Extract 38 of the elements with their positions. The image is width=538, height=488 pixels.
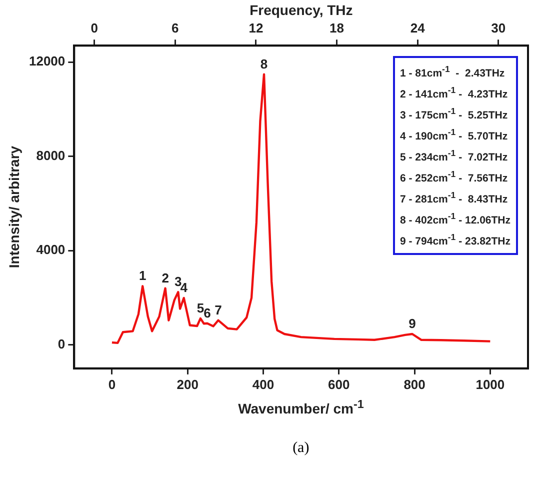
x2-tick-label: 6 [172, 20, 179, 36]
y-tick-label: 8000 [36, 148, 66, 163]
annotation: 9 [408, 316, 416, 332]
x-tick-label: 200 [176, 376, 198, 392]
x2-axis-title: Frequency, THz [250, 2, 353, 18]
annotation: 4 [180, 280, 188, 296]
annotation: 1 - 81cm$^{-1}$ - 2.43THz [400, 64, 505, 80]
annotation: 6 - 252cm$^{-1}$ - 7.56THz [400, 168, 508, 184]
annotation: 3 [174, 274, 182, 290]
y-tick-label: 4000 [36, 242, 66, 258]
x2-tick-label: 12 [248, 20, 264, 36]
annotation: 5 [196, 300, 204, 316]
x-tick-label: 1000 [476, 376, 505, 392]
y-axis-title: Intensity/ arbitrary [6, 146, 22, 268]
annotation: 3 - 175cm$^{-1}$ - 5.25THz [400, 106, 508, 122]
annotation: 4 - 190cm$^{-1}$ - 5.70THz [400, 126, 508, 142]
x2-tick-label: 18 [330, 20, 344, 36]
x2-tick-label: 0 [90, 20, 98, 36]
annotation: 8 - 402cm$^{-1}$ - 12.06THz [400, 210, 511, 226]
y-tick-label: 0 [58, 336, 66, 352]
annotation: 9 - 794cm$^{-1}$ - 23.82THz [400, 232, 511, 248]
annotation: 7 [214, 302, 222, 318]
text: (a) [292, 440, 310, 458]
x-tick-label: 600 [328, 376, 350, 392]
annotation: 5 - 234cm$^{-1}$ - 7.02THz [400, 148, 508, 164]
annotation: 1 [138, 268, 146, 284]
annotation: 8 [260, 56, 268, 72]
x-tick-label: 800 [404, 376, 426, 392]
annotation: 6 [204, 305, 211, 320]
annotation: 2 [162, 270, 169, 286]
x2-tick-label: 30 [491, 20, 506, 36]
x-tick-label: 0 [108, 376, 116, 392]
annotation: 7 - 281cm$^{-1}$ - 8.43THz [400, 190, 508, 206]
y-tick-label: 12000 [28, 54, 66, 69]
x-axis-title: Wavenumber/ cm$^{-1}$ [238, 398, 364, 418]
x-tick-label: 400 [252, 376, 274, 392]
x2-tick-label: 24 [410, 20, 426, 36]
annotation: 2 - 141cm$^{-1}$ - 4.23THz [400, 84, 508, 100]
